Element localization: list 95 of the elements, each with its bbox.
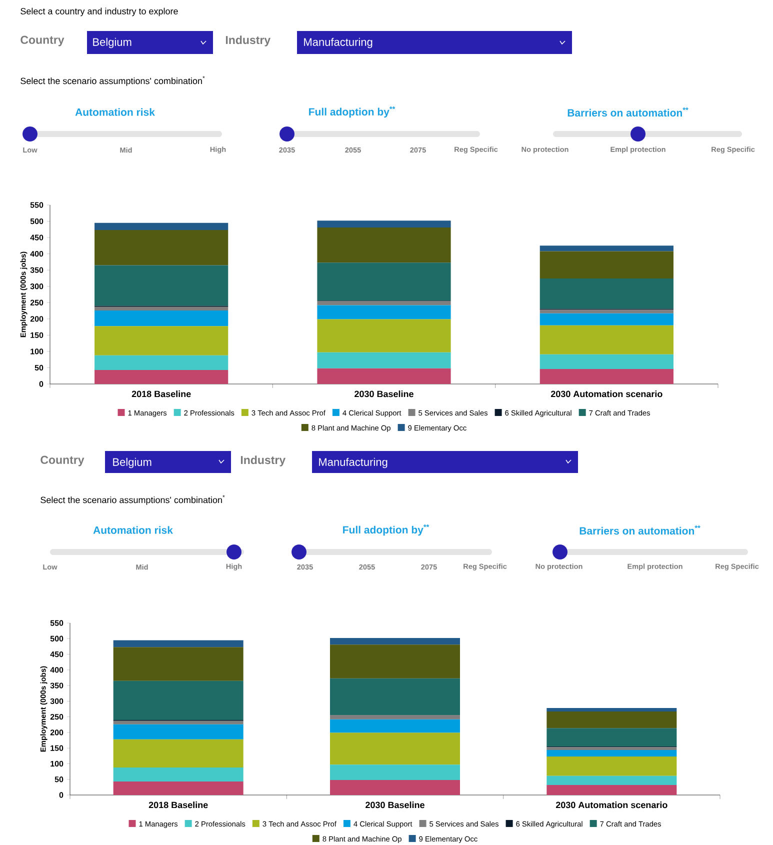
y-tick-label: 550 xyxy=(30,202,44,208)
bar xyxy=(113,739,244,768)
bar xyxy=(540,310,674,314)
x-tick-label: 2030 Baseline xyxy=(354,390,414,398)
bar xyxy=(540,278,674,309)
bar xyxy=(94,230,228,266)
bar xyxy=(546,708,677,712)
bar xyxy=(113,724,244,740)
text: Select a country and industry to explore xyxy=(20,8,178,16)
bar xyxy=(540,325,674,354)
x-tick-label: 2030 Automation scenario xyxy=(556,802,668,808)
bar xyxy=(113,767,244,782)
y-tick-label: 500 xyxy=(30,218,44,224)
text: Automation risk xyxy=(93,526,173,534)
text: Manufacturing xyxy=(319,458,388,468)
text: Manufacturing xyxy=(304,38,372,48)
y-tick-label: 250 xyxy=(30,300,44,306)
bar xyxy=(540,251,674,279)
bar xyxy=(113,720,244,724)
bar xyxy=(94,310,228,326)
y-tick-label: 0 xyxy=(59,792,64,798)
bar xyxy=(546,750,677,757)
text: Country xyxy=(40,456,84,466)
bar xyxy=(94,222,228,230)
bar xyxy=(317,220,451,228)
y-tick-label: 300 xyxy=(50,698,64,704)
text: Barriers on automation$^{**}$ xyxy=(580,525,700,535)
bar xyxy=(317,305,451,320)
bar xyxy=(94,326,228,356)
y-tick-label: 350 xyxy=(30,267,44,273)
y-tick-label: 150 xyxy=(50,745,64,751)
y-tick-label: 100 xyxy=(50,760,64,767)
bar xyxy=(540,369,674,384)
bar xyxy=(113,647,244,681)
bar xyxy=(330,780,460,795)
text: Full adoption by$^{**}$ xyxy=(343,524,430,536)
bar xyxy=(94,355,228,370)
text: Full adoption by$^{**}$ xyxy=(309,106,396,118)
bar xyxy=(317,319,451,352)
y-tick-label: 350 xyxy=(50,682,64,688)
y-tick-label: 250 xyxy=(50,714,64,720)
x-tick-label: 2030 Baseline xyxy=(366,802,424,808)
bar xyxy=(317,262,451,301)
text: Barriers on automation$^{**}$ xyxy=(568,107,688,117)
y-tick-label: 450 xyxy=(30,234,44,240)
y-tick-label: 400 xyxy=(30,250,44,257)
bar xyxy=(330,719,460,733)
y-tick-label: 450 xyxy=(50,651,64,658)
bar xyxy=(317,301,451,306)
text: Industry xyxy=(240,456,286,466)
bar xyxy=(546,747,677,750)
text: Select the scenario assumptions' combination$^{*}$ xyxy=(40,495,225,505)
text: Country xyxy=(20,36,64,46)
y-tick-label: 400 xyxy=(50,667,64,673)
bar xyxy=(546,712,677,728)
bar xyxy=(113,640,244,648)
y-tick-label: 300 xyxy=(30,284,44,290)
bar xyxy=(113,680,244,720)
x-tick-label: 2030 Automation scenario xyxy=(550,390,662,398)
bar xyxy=(540,246,674,252)
bar xyxy=(546,728,677,747)
bar xyxy=(317,227,451,263)
bar xyxy=(546,756,677,776)
bar xyxy=(330,764,460,780)
bar xyxy=(330,644,460,678)
bar xyxy=(546,784,677,795)
bar xyxy=(330,715,460,720)
bar xyxy=(546,776,677,785)
y-tick-label: 0 xyxy=(39,381,44,387)
bar xyxy=(330,732,460,765)
bar xyxy=(94,370,228,384)
y-tick-label: 550 xyxy=(50,620,64,626)
bar xyxy=(540,354,674,370)
bar xyxy=(317,352,451,368)
bar xyxy=(94,306,228,310)
y-tick-label: 150 xyxy=(30,332,44,338)
y-tick-label: 200 xyxy=(50,730,64,736)
x-tick-label: 2018 Baseline xyxy=(148,802,208,808)
text: Belgium xyxy=(93,38,132,48)
bar xyxy=(540,313,674,326)
y-tick-label: 50 xyxy=(34,364,44,371)
bar xyxy=(317,368,451,384)
text: Automation risk xyxy=(75,108,155,116)
text: Select the scenario assumptions' combination$^{*}$ xyxy=(20,76,205,86)
bar xyxy=(330,678,460,715)
x-tick-label: 2018 Baseline xyxy=(132,390,191,398)
bar xyxy=(113,782,244,795)
bar xyxy=(94,265,228,306)
y-tick-label: 50 xyxy=(54,776,64,782)
text: Belgium xyxy=(113,458,152,468)
text: Industry xyxy=(226,36,271,46)
bar xyxy=(330,638,460,645)
y-tick-label: 100 xyxy=(30,348,44,354)
y-tick-label: 500 xyxy=(50,636,64,642)
y-tick-label: 200 xyxy=(30,316,44,322)
